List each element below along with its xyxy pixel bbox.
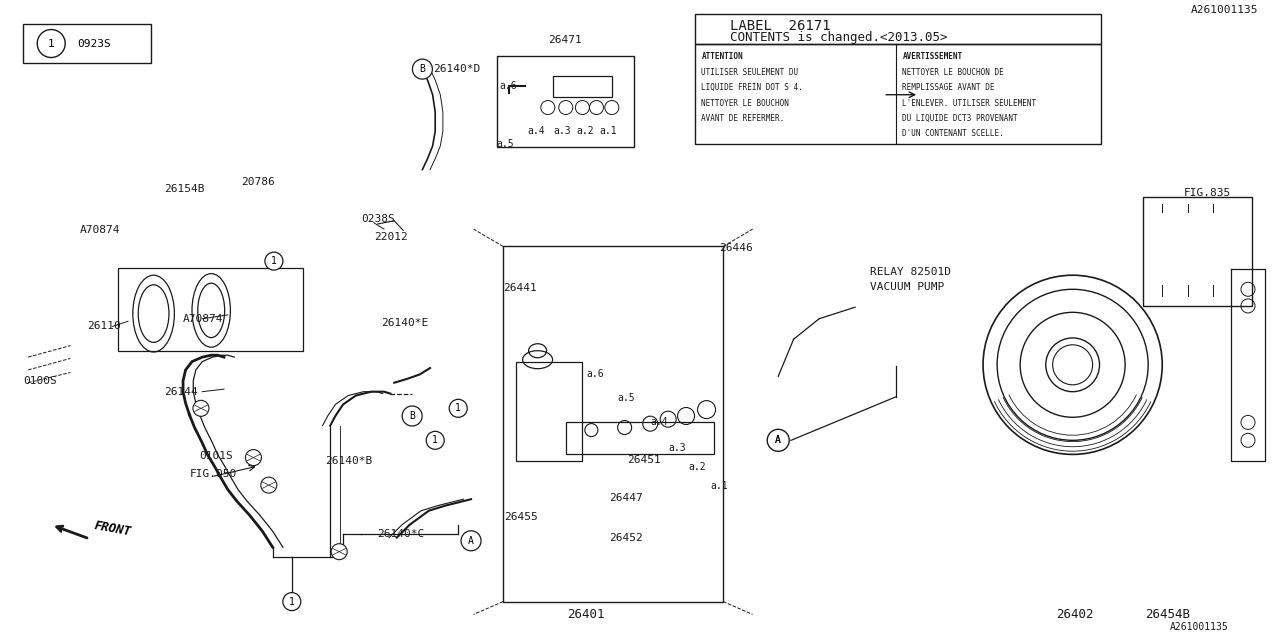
Circle shape: [246, 449, 261, 466]
Text: 26451: 26451: [627, 454, 660, 465]
Text: AVERTISSEMENT: AVERTISSEMENT: [902, 52, 963, 61]
Text: a.2: a.2: [689, 462, 707, 472]
Text: VACUUM PUMP: VACUUM PUMP: [870, 282, 945, 292]
Circle shape: [261, 477, 276, 493]
Text: a.1: a.1: [710, 481, 728, 492]
Circle shape: [283, 593, 301, 611]
Text: 0101S: 0101S: [200, 451, 233, 461]
Bar: [118, 268, 303, 351]
Circle shape: [1052, 345, 1093, 385]
Text: 26140*C: 26140*C: [378, 529, 425, 540]
Bar: [1143, 197, 1252, 306]
Circle shape: [37, 29, 65, 58]
Bar: [553, 76, 612, 97]
Text: a.6: a.6: [499, 81, 517, 92]
Text: 22012: 22012: [374, 232, 407, 242]
Text: 26402: 26402: [1056, 608, 1093, 621]
Text: REMPLISSAGE AVANT DE: REMPLISSAGE AVANT DE: [902, 83, 995, 92]
Text: 1: 1: [47, 38, 55, 49]
Text: 1: 1: [271, 256, 276, 266]
Text: 0238S: 0238S: [361, 214, 394, 224]
Bar: [695, 14, 1101, 44]
Text: 26154B: 26154B: [164, 184, 205, 194]
Text: A: A: [776, 435, 781, 445]
Text: L'ENLEVER. UTILISER SEULEMENT: L'ENLEVER. UTILISER SEULEMENT: [902, 99, 1037, 108]
Text: a.1: a.1: [599, 126, 617, 136]
Text: 1: 1: [289, 596, 294, 607]
Bar: [23, 24, 151, 63]
Text: ATTENTION: ATTENTION: [701, 52, 744, 61]
Text: UTILISER SEULEMENT DU: UTILISER SEULEMENT DU: [701, 68, 799, 77]
Text: 26140*D: 26140*D: [433, 64, 480, 74]
Text: 26471: 26471: [548, 35, 581, 45]
Text: CONTENTS is changed.<2013.05>: CONTENTS is changed.<2013.05>: [730, 31, 947, 44]
Text: 26446: 26446: [719, 243, 753, 253]
Text: 26140*B: 26140*B: [325, 456, 372, 466]
Text: 26401: 26401: [567, 608, 604, 621]
Bar: [566, 422, 714, 454]
Text: a.5: a.5: [497, 139, 515, 149]
Text: 26455: 26455: [504, 512, 538, 522]
Circle shape: [767, 429, 790, 451]
Circle shape: [426, 431, 444, 449]
Text: a.3: a.3: [668, 443, 686, 453]
Text: 20786: 20786: [241, 177, 274, 188]
Circle shape: [402, 406, 422, 426]
Text: FRONT: FRONT: [93, 519, 133, 538]
Text: NETTOYER LE BOUCHON: NETTOYER LE BOUCHON: [701, 99, 790, 108]
Circle shape: [768, 430, 788, 451]
Text: AVANT DE REFERMER.: AVANT DE REFERMER.: [701, 114, 785, 123]
Text: DU LIQUIDE DCT3 PROVENANT: DU LIQUIDE DCT3 PROVENANT: [902, 114, 1018, 123]
Circle shape: [412, 59, 433, 79]
Text: 26454B: 26454B: [1146, 608, 1190, 621]
Text: B: B: [410, 411, 415, 421]
Text: NETTOYER LE BOUCHON DE: NETTOYER LE BOUCHON DE: [902, 68, 1004, 77]
Circle shape: [265, 252, 283, 270]
Text: 1: 1: [456, 403, 461, 413]
Bar: [516, 362, 582, 461]
Text: A70874: A70874: [183, 314, 224, 324]
Text: 0100S: 0100S: [23, 376, 56, 386]
Text: RELAY 82501D: RELAY 82501D: [870, 267, 951, 277]
Text: B: B: [420, 64, 425, 74]
Circle shape: [449, 399, 467, 417]
Text: 26144: 26144: [164, 387, 197, 397]
Bar: [497, 56, 634, 147]
Text: 26441: 26441: [503, 283, 536, 293]
Text: 26452: 26452: [609, 532, 643, 543]
Text: 26140*E: 26140*E: [381, 318, 429, 328]
Circle shape: [332, 543, 347, 559]
Text: 26110: 26110: [87, 321, 120, 332]
Text: A261001135: A261001135: [1190, 4, 1258, 15]
Text: A261001135: A261001135: [1170, 622, 1229, 632]
Text: FIG.050: FIG.050: [189, 468, 237, 479]
Text: FIG.835: FIG.835: [1184, 188, 1231, 198]
Text: a.5: a.5: [617, 393, 635, 403]
Text: 1: 1: [433, 435, 438, 445]
Text: LABEL  26171: LABEL 26171: [730, 19, 831, 33]
Text: A: A: [468, 536, 474, 546]
Text: 0923S: 0923S: [77, 38, 110, 49]
Circle shape: [461, 531, 481, 551]
Circle shape: [193, 401, 209, 417]
Text: A: A: [776, 435, 781, 445]
Text: a.3: a.3: [553, 126, 571, 136]
Bar: [503, 246, 723, 602]
Text: D'UN CONTENANT SCELLE.: D'UN CONTENANT SCELLE.: [902, 129, 1004, 138]
Text: a.6: a.6: [586, 369, 604, 380]
Text: a.4: a.4: [650, 417, 668, 428]
Bar: [695, 44, 1101, 144]
Text: A70874: A70874: [79, 225, 120, 236]
Text: a.2: a.2: [576, 126, 594, 136]
Text: LIQUIDE FREIN DOT S 4.: LIQUIDE FREIN DOT S 4.: [701, 83, 803, 92]
Text: 26447: 26447: [609, 493, 643, 503]
Text: a.4: a.4: [527, 126, 545, 136]
